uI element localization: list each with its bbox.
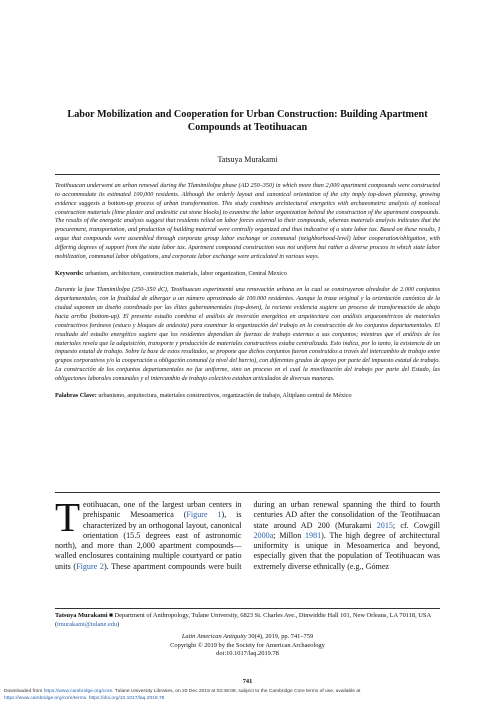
text-run: ; Millon (273, 530, 305, 540)
keywords-label: Palabras Clave: (55, 392, 97, 399)
link[interactable]: 2015 (376, 520, 393, 530)
keywords: Keywords: urbanism, architecture, constr… (55, 270, 440, 279)
title: Labor Mobilization and Cooperation for U… (67, 109, 428, 133)
text-run: Tatsuya Murakami (55, 612, 108, 619)
link[interactable]: 1981 (304, 530, 322, 540)
text-run: . Tulane University Libraries, on 20 Dec… (112, 689, 361, 694)
link[interactable]: https://www.cambridge.org/core (43, 689, 113, 694)
text-run: Teotihuacan, one of the largest urban ce… (55, 494, 242, 540)
text-run: ). These apartment compounds were built … (103, 500, 440, 571)
link[interactable]: https://www.cambridge.org/core/terms (4, 696, 87, 701)
copyright: Copyright © 2019 by the Society for Amer… (170, 641, 325, 649)
text-run: Latin American Antiquity (181, 633, 247, 640)
affiliation: Tatsuya Murakami ■ Department of Anthrop… (55, 612, 440, 629)
text-run: ) (117, 620, 120, 628)
link[interactable]: Figure 2 (76, 561, 104, 571)
palabras-clave: Palabras Clave: urbanismo, arquitectura,… (55, 392, 440, 401)
text-run: Downloaded from (4, 689, 44, 694)
text-run: ; cf. Cowgill (392, 520, 440, 530)
abstract: Teotihuacan underwent an urban renewal d… (55, 183, 440, 260)
text-run: 30(4), 2019, pp. 741–759 (246, 633, 314, 640)
rule (55, 174, 440, 175)
keywords-label: Keywords: (55, 270, 84, 277)
text-run: ■ Department of Anthropology, Tulane Uni… (55, 612, 431, 628)
link[interactable]: https://doi.org/10.1017/laq.2019.78 (88, 696, 165, 701)
footer-line: https://www.cambridge.org/core/terms. ht… (4, 695, 494, 702)
paragraph: Teotihuacan, one of the largest urban ce… (55, 494, 441, 572)
rule (55, 492, 440, 493)
keywords-text: urbanism, architecture, construction mat… (85, 270, 287, 277)
resumen: Durante la fase Tlamimilolpa (250–350 dC… (55, 287, 440, 382)
link[interactable]: tmurakami@tulane.edu (57, 620, 118, 628)
page-number: 741 (242, 678, 253, 685)
doi: doi:10.1017/laq.2019.78 (216, 650, 279, 658)
citation: Latin American Antiquity 30(4), 2019, pp… (55, 633, 440, 642)
rule (55, 608, 440, 609)
link[interactable]: 2000a (253, 530, 274, 540)
text-run: ). The high degree of architectural unif… (253, 530, 441, 571)
footer: Downloaded from https://www.cambridge.or… (4, 688, 494, 702)
link[interactable]: Figure 1 (186, 510, 222, 520)
journal-info: Latin American Antiquity 30(4), 2019, pp… (55, 633, 440, 659)
text-run: . (86, 696, 89, 701)
footer-line: Downloaded from https://www.cambridge.or… (4, 688, 494, 695)
keywords-text: urbanismo, arquitectura, materiales cons… (98, 392, 352, 399)
text-run: ), is characterized by an orthogonal lay… (55, 510, 242, 571)
body-text: Teotihuacan, one of the largest urban ce… (55, 494, 441, 604)
abstracts: Teotihuacan underwent an urban renewal d… (55, 182, 440, 409)
author: Tatsuya Murakami (217, 155, 278, 164)
